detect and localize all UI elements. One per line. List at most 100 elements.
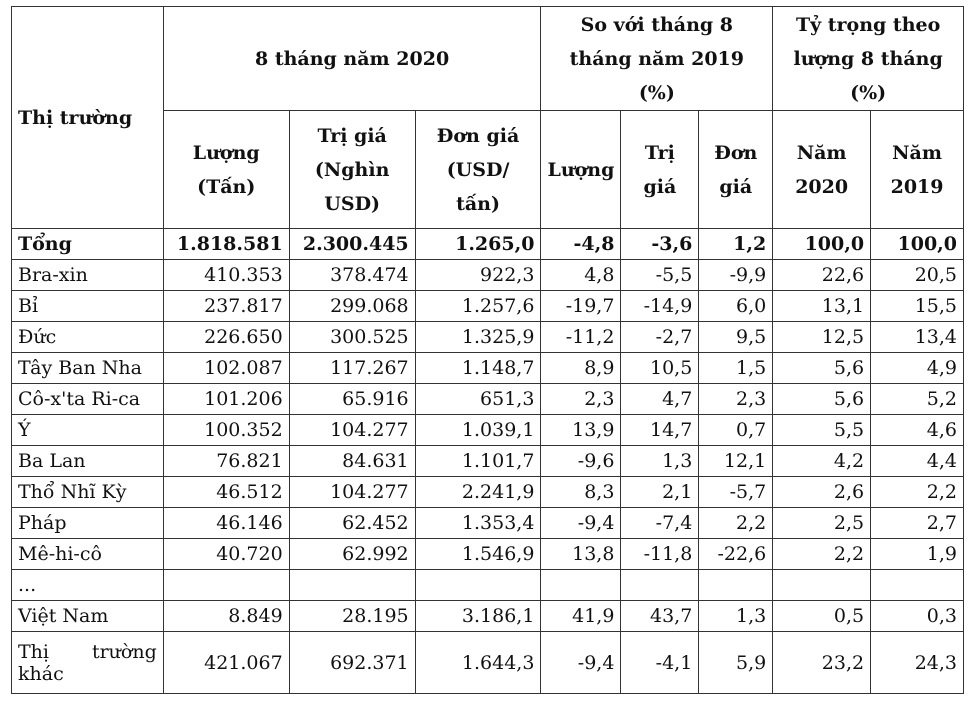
cell-value: 104.277 — [288, 476, 416, 508]
cell-unit-price: 1.644,3 — [414, 631, 542, 694]
cell-volume: 237.817 — [162, 290, 290, 322]
cell-share-2019: 0,3 — [870, 600, 964, 632]
cell-share-2019: 4,4 — [870, 445, 964, 477]
cell-unit-price: 1.265,0 — [414, 228, 542, 260]
cell-compare-price: -9,9 — [698, 259, 774, 291]
cell-market: Tổng — [11, 228, 164, 260]
cell-compare-price: 9,5 — [698, 321, 774, 353]
cell-market: Thị trường khác — [11, 631, 164, 694]
cell-market: Tây Ban Nha — [11, 352, 164, 384]
header-market: Thị trường — [11, 6, 164, 229]
cell-share-2020: 5,6 — [772, 383, 872, 415]
cell-compare-value: 4,7 — [620, 383, 700, 415]
cell-compare-volume: -9,6 — [540, 445, 622, 477]
table-row: Pháp 46.146 62.452 1.353,4 -9,4 -7,4 2,2 2,5 2,7 — [11, 507, 964, 539]
cell-compare-price: 1,5 — [698, 352, 774, 384]
cell-compare-value: 43,7 — [620, 600, 700, 632]
cell-market: ... — [11, 569, 164, 601]
cell-compare-volume: 8,3 — [540, 476, 622, 508]
cell-compare-price: 0,7 — [698, 414, 774, 446]
header-share-2019: Năm 2019 — [870, 110, 964, 229]
cell-compare-value: -14,9 — [620, 290, 700, 322]
table-row-vietnam: Việt Nam 8.849 28.195 3.186,1 41,9 43,7 … — [11, 600, 964, 632]
cell-value: 65.916 — [288, 383, 416, 415]
cell-volume: 226.650 — [162, 321, 290, 353]
cell-market: Ba Lan — [11, 445, 164, 477]
cell-market: Việt Nam — [11, 600, 164, 632]
cell-share-2020: 13,1 — [772, 290, 872, 322]
cell-share-2020: 2,5 — [772, 507, 872, 539]
header-value: Trị giá (Nghìn USD) — [288, 110, 416, 229]
header-compare-volume: Lượng — [540, 110, 622, 229]
cell-market: Pháp — [11, 507, 164, 539]
cell-market: Cô-x'ta Ri-ca — [11, 383, 164, 415]
cell-share-2019: 2,7 — [870, 507, 964, 539]
cell-share-2019: 100,0 — [870, 228, 964, 260]
cell-share-2020: 100,0 — [772, 228, 872, 260]
cell-compare-value: -3,6 — [620, 228, 700, 260]
table-row: Ý 100.352 104.277 1.039,1 13,9 14,7 0,7 5,5 4,6 — [11, 414, 964, 446]
cell-value: 378.474 — [288, 259, 416, 291]
cell-volume: 421.067 — [162, 631, 290, 694]
cell-compare-value: 1,3 — [620, 445, 700, 477]
table-row: Thổ Nhĩ Kỳ 46.512 104.277 2.241,9 8,3 2,1 -5,7… — [11, 476, 964, 508]
header-group-compare: So với tháng 8 tháng năm 2019 (%) — [540, 6, 774, 111]
cell-market: Mê-hi-cô — [11, 538, 164, 570]
cell-volume: 46.146 — [162, 507, 290, 539]
cell-compare-price: 2,2 — [698, 507, 774, 539]
import-table: Thị trường 8 tháng năm 2020 So với tháng… — [11, 6, 964, 694]
cell-unit-price: 2.241,9 — [414, 476, 542, 508]
cell-value: 28.195 — [288, 600, 416, 632]
cell-unit-price: 1.546,9 — [414, 538, 542, 570]
cell-volume: 8.849 — [162, 600, 290, 632]
header-unit-price: Đơn giá (USD/ tấn) — [414, 110, 542, 229]
cell-value: 299.068 — [288, 290, 416, 322]
cell-value: 117.267 — [288, 352, 416, 384]
cell-market: Ý — [11, 414, 164, 446]
cell-compare-volume: -4,8 — [540, 228, 622, 260]
cell-value: 62.992 — [288, 538, 416, 570]
table-row: Bỉ 237.817 299.068 1.257,6 -19,7 -14,9 6,0 13,1… — [11, 290, 964, 322]
cell-volume: 46.512 — [162, 476, 290, 508]
cell-compare-volume: 8,9 — [540, 352, 622, 384]
table-row: Tây Ban Nha 102.087 117.267 1.148,7 8,9 10,5 1… — [11, 352, 964, 384]
cell-volume: 1.818.581 — [162, 228, 290, 260]
cell-unit-price: 1.353,4 — [414, 507, 542, 539]
cell-compare-value: 14,7 — [620, 414, 700, 446]
cell-volume: 102.087 — [162, 352, 290, 384]
cell-compare-value: -5,5 — [620, 259, 700, 291]
cell-unit-price: 1.325,9 — [414, 321, 542, 353]
cell-unit-price: 1.101,7 — [414, 445, 542, 477]
cell-volume: 410.353 — [162, 259, 290, 291]
cell-volume: 100.352 — [162, 414, 290, 446]
cell-share-2019: 4,9 — [870, 352, 964, 384]
header-compare-price: Đơn giá — [698, 110, 774, 229]
cell-compare-volume: 2,3 — [540, 383, 622, 415]
cell-share-2020: 4,2 — [772, 445, 872, 477]
cell-share-2019: 2,2 — [870, 476, 964, 508]
cell-share-2020: 2,6 — [772, 476, 872, 508]
cell-share-2019: 13,4 — [870, 321, 964, 353]
table-row: Bra-xin 410.353 378.474 922,3 4,8 -5,5 -9,9 22,… — [11, 259, 964, 291]
cell-compare-value: -7,4 — [620, 507, 700, 539]
cell-compare-volume: -11,2 — [540, 321, 622, 353]
cell-share-2019: 1,9 — [870, 538, 964, 570]
cell-compare-value: -11,8 — [620, 538, 700, 570]
cell-share-2020: 23,2 — [772, 631, 872, 694]
cell-compare-volume: -9,4 — [540, 507, 622, 539]
table-row-other: Thị trường khác 421.067 692.371 1.644,3 … — [11, 631, 964, 694]
cell-market: Bra-xin — [11, 259, 164, 291]
cell-volume: 76.821 — [162, 445, 290, 477]
cell-compare-price: 12,1 — [698, 445, 774, 477]
cell-market: Bỉ — [11, 290, 164, 322]
cell-compare-value: 2,1 — [620, 476, 700, 508]
header-share-2020: Năm 2020 — [772, 110, 872, 229]
header-group-2020: 8 tháng năm 2020 — [162, 6, 542, 111]
table-row-total: Tổng 1.818.581 2.300.445 1.265,0 -4,8 -3… — [11, 228, 964, 260]
cell-compare-price: 1,3 — [698, 600, 774, 632]
cell-compare-value: -2,7 — [620, 321, 700, 353]
cell-market: Thổ Nhĩ Kỳ — [11, 476, 164, 508]
cell-value: 84.631 — [288, 445, 416, 477]
cell-unit-price: 3.186,1 — [414, 600, 542, 632]
cell-value: 300.525 — [288, 321, 416, 353]
